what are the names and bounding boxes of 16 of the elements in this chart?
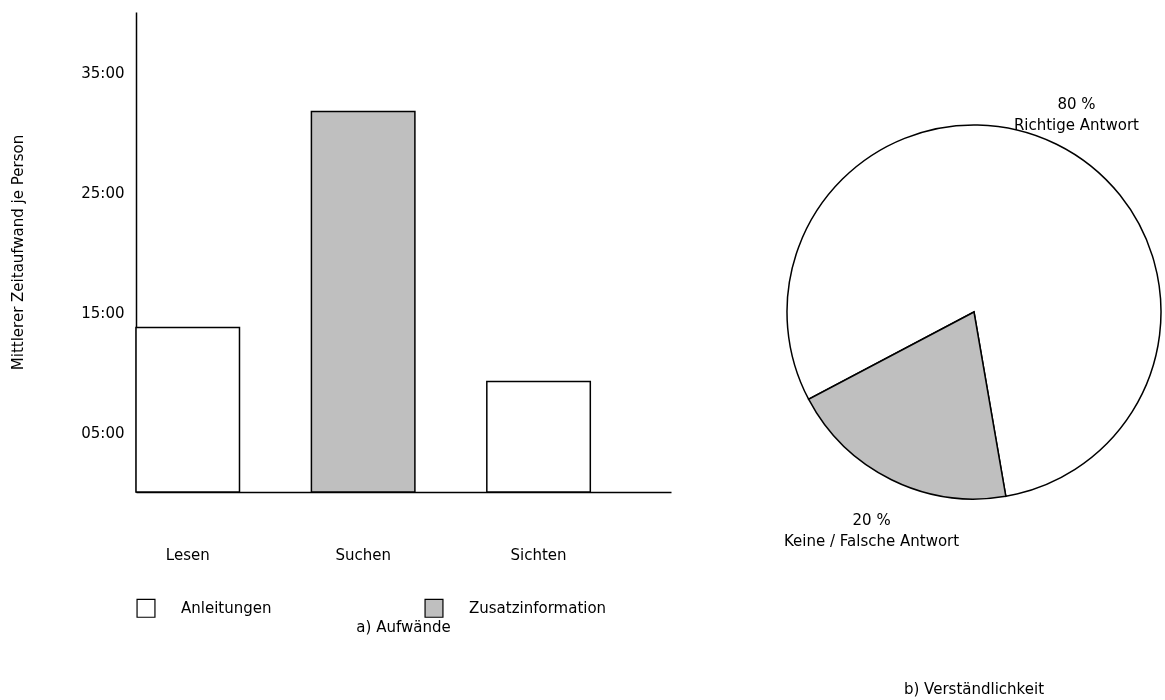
x-tick-label: Suchen xyxy=(335,545,391,564)
text: a) Aufwände xyxy=(356,618,451,636)
data-label: 80 % xyxy=(1057,94,1096,113)
text: b) Verständlichkeit xyxy=(903,680,1045,698)
y-tick-label: 05:00 xyxy=(81,423,125,442)
y-tick-label: 25:00 xyxy=(81,183,125,202)
legend-label: Zusatzinformation xyxy=(469,599,607,618)
data-label: 20 % xyxy=(852,511,891,530)
x-tick-label: Sichten xyxy=(510,545,567,564)
y-tick-label: 35:00 xyxy=(81,63,125,82)
slice-label: Keine / Falsche Antwort xyxy=(784,532,960,551)
y-axis-title: Mittlerer Zeitaufwand je Person xyxy=(9,134,28,371)
x-tick-label: Lesen xyxy=(165,545,210,564)
legend-label: Anleitungen xyxy=(181,599,272,618)
slice-label: Richtige Antwort xyxy=(1013,115,1140,134)
y-tick-label: 15:00 xyxy=(81,303,125,322)
